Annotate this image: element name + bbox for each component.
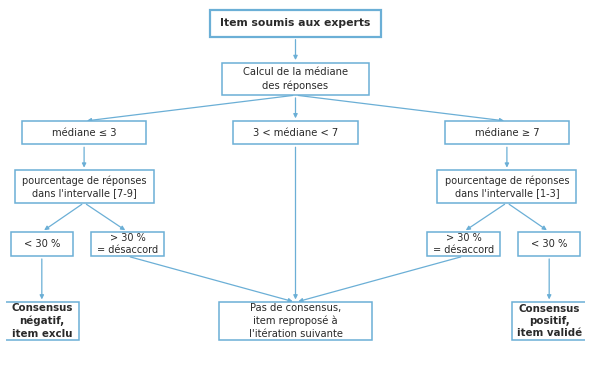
Text: Pas de consensus,
item reproposé à
l'itération suivante: Pas de consensus, item reproposé à l'ité…: [248, 303, 343, 339]
FancyBboxPatch shape: [219, 302, 372, 340]
Text: Item soumis aux experts: Item soumis aux experts: [220, 18, 371, 29]
FancyBboxPatch shape: [4, 302, 79, 340]
FancyBboxPatch shape: [512, 302, 587, 340]
Text: Consensus
positif,
item validé: Consensus positif, item validé: [517, 304, 582, 339]
Text: médiane ≥ 7: médiane ≥ 7: [475, 128, 539, 138]
FancyBboxPatch shape: [437, 171, 576, 203]
FancyBboxPatch shape: [233, 121, 358, 145]
FancyBboxPatch shape: [92, 232, 164, 256]
FancyBboxPatch shape: [22, 121, 147, 145]
Text: 3 < médiane < 7: 3 < médiane < 7: [253, 128, 338, 138]
Text: < 30 %: < 30 %: [24, 239, 60, 249]
FancyBboxPatch shape: [222, 63, 369, 95]
Text: Calcul de la médiane
des réponses: Calcul de la médiane des réponses: [243, 67, 348, 90]
FancyBboxPatch shape: [11, 232, 73, 256]
FancyBboxPatch shape: [518, 232, 580, 256]
Text: Consensus
négatif,
item exclu: Consensus négatif, item exclu: [11, 303, 73, 339]
FancyBboxPatch shape: [427, 232, 499, 256]
FancyBboxPatch shape: [15, 171, 154, 203]
Text: > 30 %
= désaccord: > 30 % = désaccord: [433, 233, 494, 255]
Text: pourcentage de réponses
dans l'intervalle [7-9]: pourcentage de réponses dans l'intervall…: [22, 175, 147, 198]
Text: > 30 %
= désaccord: > 30 % = désaccord: [97, 233, 158, 255]
Text: pourcentage de réponses
dans l'intervalle [1-3]: pourcentage de réponses dans l'intervall…: [444, 175, 569, 198]
Text: médiane ≤ 3: médiane ≤ 3: [52, 128, 116, 138]
Text: < 30 %: < 30 %: [531, 239, 567, 249]
FancyBboxPatch shape: [210, 10, 381, 37]
FancyBboxPatch shape: [444, 121, 569, 145]
